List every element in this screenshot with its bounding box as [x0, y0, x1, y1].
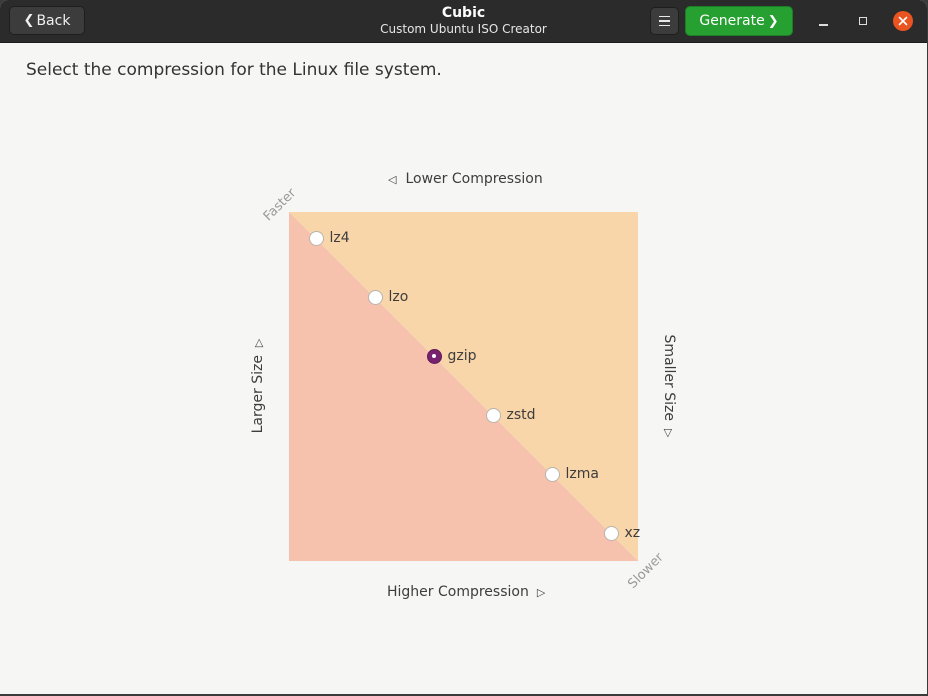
generate-button-label: Generate	[699, 13, 765, 29]
compression-chart	[289, 212, 638, 561]
hamburger-menu-button[interactable]	[650, 7, 679, 35]
chevron-right-icon: ❯	[767, 13, 779, 29]
hamburger-icon-line	[659, 20, 670, 22]
top-axis-label: ◁ Lower Compression	[388, 171, 543, 187]
top-axis-text: Lower Compression	[405, 171, 543, 187]
radio-button[interactable]	[426, 348, 442, 364]
compression-option-lzma[interactable]: lzma	[544, 466, 599, 482]
maximize-button[interactable]	[853, 11, 873, 31]
window-title-area: Cubic Custom Ubuntu ISO Creator	[0, 5, 927, 37]
page-instruction: Select the compression for the Linux fil…	[26, 60, 442, 80]
minimize-button[interactable]	[813, 11, 833, 31]
triangle-right-icon: ▷	[252, 338, 265, 348]
window-subtitle: Custom Ubuntu ISO Creator	[380, 22, 547, 36]
compression-option-lzo[interactable]: lzo	[367, 289, 409, 305]
left-axis-label: Larger Size ▷	[250, 339, 266, 434]
right-axis-label: Smaller Size ▷	[661, 335, 677, 438]
radio-button[interactable]	[485, 407, 501, 423]
option-label: zstd	[506, 407, 536, 423]
option-label: lz4	[329, 230, 350, 246]
triangle-right-icon: ▷	[536, 586, 546, 599]
close-icon	[898, 16, 908, 26]
close-button[interactable]	[893, 11, 913, 31]
option-label: lzo	[388, 289, 409, 305]
option-label: lzma	[565, 466, 599, 482]
radio-button[interactable]	[544, 466, 560, 482]
left-axis-text: Larger Size	[250, 355, 266, 434]
triangle-left-icon: ◁	[388, 173, 397, 186]
radio-button[interactable]	[308, 230, 324, 246]
chevron-left-icon: ❮	[23, 13, 35, 28]
option-label: xz	[624, 525, 641, 541]
bottom-axis-text: Higher Compression	[387, 584, 529, 600]
hamburger-icon-line	[659, 24, 670, 27]
triangle-right-icon: ▷	[662, 428, 675, 438]
right-axis-text: Smaller Size	[661, 334, 677, 421]
compression-option-zstd[interactable]: zstd	[485, 407, 536, 423]
compression-option-lz4[interactable]: lz4	[308, 230, 350, 246]
minimize-icon	[818, 24, 828, 26]
compression-option-gzip[interactable]: gzip	[426, 348, 477, 364]
compression-option-xz[interactable]: xz	[603, 525, 641, 541]
generate-button[interactable]: Generate ❯	[685, 6, 793, 36]
back-button-label: Back	[36, 12, 71, 29]
radio-button[interactable]	[603, 525, 619, 541]
back-button[interactable]: ❮ Back	[9, 6, 85, 35]
option-label: gzip	[447, 348, 477, 364]
maximize-icon	[859, 17, 867, 25]
hamburger-icon	[659, 15, 670, 18]
radio-button[interactable]	[367, 289, 383, 305]
header-bar: ❮ Back Cubic Custom Ubuntu ISO Creator G…	[0, 0, 927, 43]
window-title: Cubic	[441, 5, 486, 21]
bottom-axis-label: Higher Compression ▷	[387, 584, 545, 600]
